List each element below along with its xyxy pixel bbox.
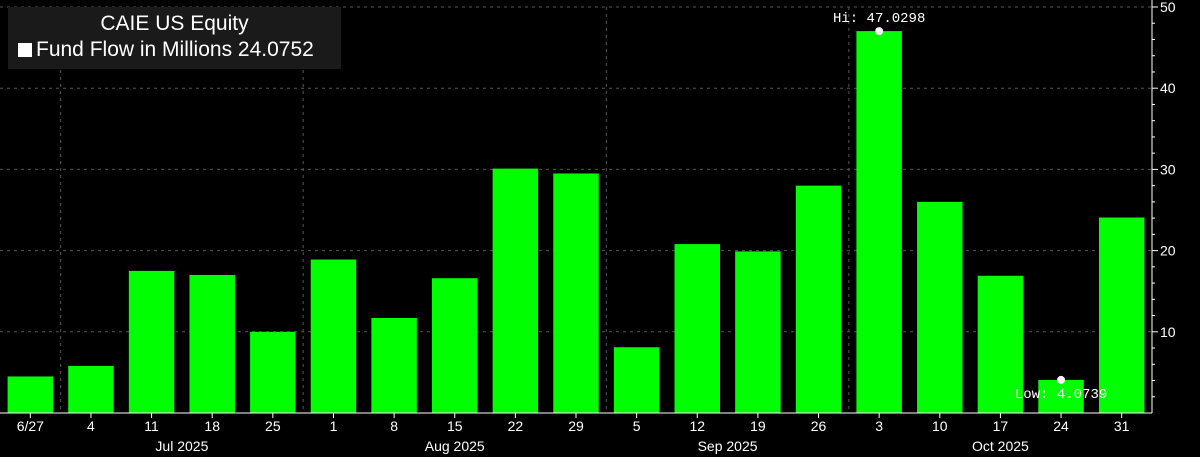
bar: [674, 244, 720, 413]
bar: [68, 365, 114, 413]
x-tick-label: 29: [568, 418, 584, 434]
legend-series-label: Fund Flow in Millions: [36, 38, 233, 61]
bar: [371, 317, 417, 413]
bar: [1098, 217, 1145, 413]
x-tick-label: 6/27: [17, 418, 44, 434]
legend-swatch: [18, 43, 32, 57]
x-tick-label: 10: [932, 418, 948, 434]
bar: [977, 275, 1024, 413]
bar: [917, 201, 963, 413]
x-tick-label: 24: [1053, 418, 1069, 434]
bar: [7, 376, 54, 413]
x-tick-label: 1: [330, 418, 338, 434]
x-tick-label: 15: [447, 418, 463, 434]
bars: [7, 31, 1145, 414]
annotations: Hi: 47.0298 Low: 4.0739: [833, 11, 1107, 403]
high-marker: [875, 27, 884, 36]
x-tick-label: 31: [1114, 418, 1130, 434]
x-tick-label: 18: [204, 418, 220, 434]
x-tick-label: 5: [633, 418, 641, 434]
x-tick-label: 12: [689, 418, 705, 434]
month-label: Oct 2025: [972, 438, 1029, 454]
low-marker: [1057, 375, 1066, 384]
bar: [250, 331, 296, 413]
x-tick-label: 11: [144, 418, 159, 434]
legend-title: CAIE US Equity: [100, 12, 249, 35]
legend-last-value: 24.0752: [237, 38, 314, 61]
bar: [189, 274, 235, 413]
bar: [735, 251, 781, 413]
low-label: Low: 4.0739: [1015, 387, 1107, 403]
bar: [492, 168, 539, 413]
x-tick-label: 8: [390, 418, 398, 434]
bar: [553, 173, 599, 413]
y-tick-label: 20: [1160, 243, 1176, 259]
bar: [795, 185, 842, 413]
x-tick-label: 19: [750, 418, 766, 434]
bar: [128, 270, 175, 413]
y-tick-label: 30: [1160, 161, 1176, 177]
bar: [856, 31, 902, 414]
month-label: Sep 2025: [698, 438, 758, 454]
x-tick-label: 26: [811, 418, 827, 434]
bar: [310, 259, 357, 413]
x-tick-label: 25: [265, 418, 281, 434]
x-tick-label: 17: [993, 418, 1009, 434]
bar: [1038, 379, 1084, 413]
bar: [432, 278, 478, 413]
y-tick-label: 40: [1160, 80, 1176, 96]
month-label: Aug 2025: [425, 438, 485, 454]
high-label: Hi: 47.0298: [833, 11, 925, 27]
x-tick-label: 4: [87, 418, 95, 434]
y-tick-label: 50: [1160, 0, 1176, 15]
x-tick-label: 3: [875, 418, 883, 434]
month-label: Jul 2025: [155, 438, 208, 454]
legend: CAIE US Equity Fund Flow in Millions 24.…: [8, 7, 341, 69]
y-tick-label: 10: [1160, 324, 1176, 340]
bar: [613, 347, 660, 413]
x-tick-label: 22: [508, 418, 524, 434]
legend-entry: Fund Flow in Millions 24.0752: [18, 37, 314, 63]
